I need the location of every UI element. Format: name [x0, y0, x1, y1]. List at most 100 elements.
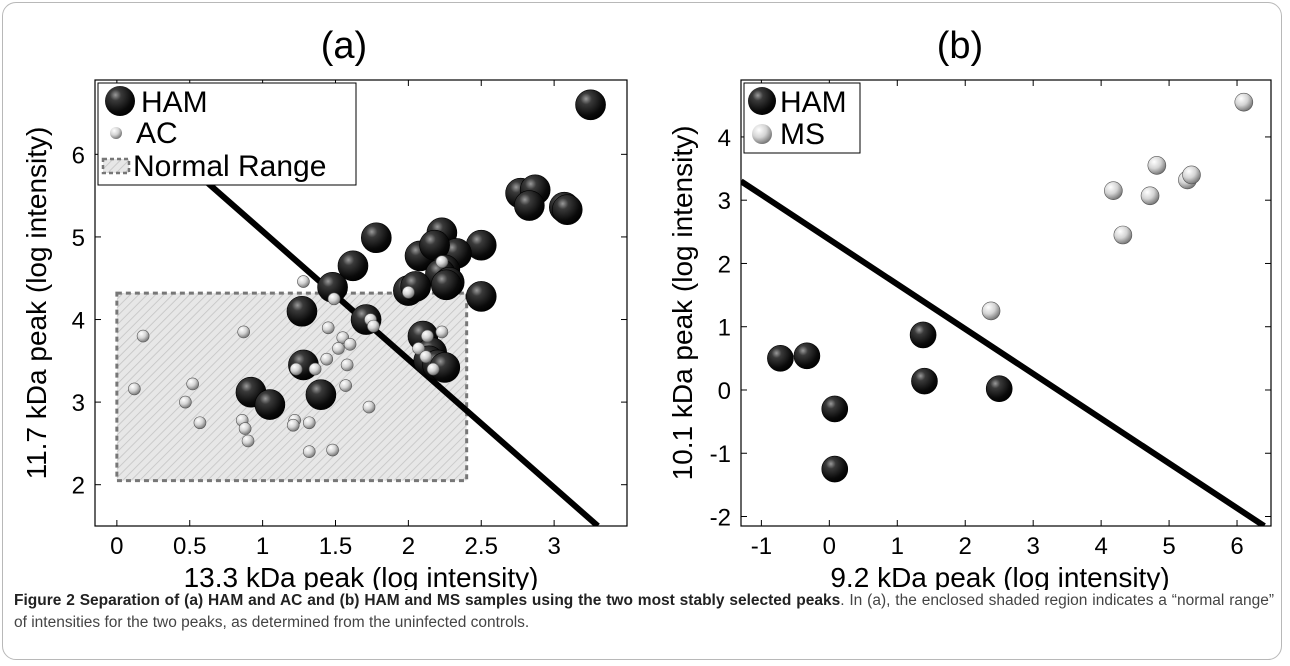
ac-point	[332, 342, 345, 355]
legend-ac-label: AC	[136, 117, 178, 150]
x-tick-label: 2.5	[465, 533, 498, 560]
y-tick-label: 2	[718, 251, 731, 278]
panel-b: (b) -1 0 1 2 3 4 5 6 -2 -1 0 1 2 3 4 9.2 kDa peak (log…	[667, 25, 1272, 590]
ac-point	[362, 400, 376, 414]
y-tick-label: 1	[718, 315, 731, 342]
ac-point	[186, 377, 199, 391]
panel-b-axes-box	[740, 79, 1272, 527]
ms-point	[1147, 156, 1167, 175]
ham-point	[361, 222, 392, 254]
panel-a-ticks: 0 0.5 1 1.5 2 2.5 3 2 3 4 5 6	[72, 80, 627, 560]
separating-line	[741, 178, 1266, 526]
figure-caption: Figure 2 Separation of (a) HAM and AC an…	[14, 590, 1274, 634]
ms-point	[1234, 92, 1254, 112]
legend-ham-marker	[105, 86, 135, 116]
normal-range-region	[115, 291, 469, 483]
ms-point	[1140, 186, 1160, 206]
y-tick-label: 5	[72, 225, 85, 252]
ac-point	[297, 275, 310, 288]
y-tick-label: -1	[710, 441, 731, 468]
panel-a: (a) 0 0.5 1 1.5 2 2.5 3 2 3 4 5 6 13.3 kDa peak (lo…	[21, 25, 628, 590]
ac-point	[327, 292, 341, 306]
ac-point	[128, 382, 141, 396]
ac-point	[237, 325, 250, 339]
ham-point	[465, 281, 497, 312]
y-tick-label: 3	[718, 188, 731, 215]
ms-point	[1113, 225, 1133, 245]
ac-point	[421, 329, 434, 343]
ac-point	[179, 395, 192, 409]
panel-a-legend: HAM AC Normal Range	[97, 82, 357, 186]
y-tick-label: 4	[718, 125, 731, 152]
y-tick-label: 3	[72, 390, 85, 417]
ac-point	[326, 443, 339, 457]
ac-point	[340, 358, 354, 372]
ham-point	[821, 455, 849, 483]
panel-b-legend: HAM MS	[743, 82, 861, 154]
ms-point	[981, 301, 1001, 321]
ham-point	[767, 345, 794, 372]
ac-point	[412, 342, 425, 355]
ac-point	[241, 434, 255, 448]
x-tick-label: 3	[547, 533, 560, 560]
x-tick-label: 1	[256, 533, 269, 560]
y-tick-label: 0	[718, 378, 731, 405]
legend-normal-range-label: Normal Range	[133, 150, 326, 183]
legend-ham-label: HAM	[780, 86, 847, 119]
ac-point	[302, 445, 316, 458]
x-tick-label: 1	[891, 533, 904, 560]
ham-point	[909, 321, 937, 349]
ham-point	[821, 395, 849, 423]
ham-point	[337, 250, 369, 282]
caption-text: . In (a), the enclosed shaded region ind…	[14, 592, 1275, 631]
ac-point	[193, 416, 207, 430]
y-tick-label: -2	[710, 505, 731, 532]
ac-point	[321, 321, 335, 335]
ham-point	[514, 190, 545, 221]
legend-ac-marker	[110, 127, 122, 139]
x-tick-label: 3	[1026, 533, 1039, 560]
ham-point	[575, 89, 606, 121]
ac-point	[367, 319, 380, 333]
y-tick-label: 6	[72, 142, 85, 169]
ac-point	[286, 418, 300, 432]
legend-normal-range-marker	[101, 157, 131, 175]
ac-point	[435, 325, 449, 339]
panel-b-x-axis-label: 9.2 kDa peak (log intensity)	[830, 562, 1169, 590]
panel-a-x-axis-label: 13.3 kDa peak (log intensity)	[184, 562, 539, 590]
y-tick-label: 2	[72, 473, 85, 500]
ham-point	[551, 194, 583, 225]
legend-ms-marker	[752, 124, 772, 144]
ac-point	[339, 379, 352, 392]
panel-a-title: (a)	[321, 25, 367, 67]
ms-point	[1182, 165, 1201, 185]
legend-ham-marker	[748, 87, 776, 115]
ham-point	[254, 389, 286, 420]
ham-point	[985, 375, 1013, 403]
x-tick-label: 4	[1094, 533, 1107, 560]
ac-point	[289, 362, 303, 376]
ac-point	[426, 362, 440, 376]
x-tick-label: 0	[110, 533, 123, 560]
ham-point	[286, 295, 318, 327]
ham-point	[793, 342, 821, 370]
x-tick-label: 0.5	[173, 533, 206, 560]
ac-point	[402, 285, 415, 299]
legend-ms-label: MS	[780, 118, 825, 151]
panel-a-y-axis-label: 11.7 kDa peak (log intensity)	[21, 127, 52, 480]
panel-b-ticks: -1 0 1 2 3 4 5 6 -2 -1 0 1 2 3 4	[710, 80, 1271, 560]
ac-point	[302, 416, 316, 430]
x-tick-label: 1.5	[319, 533, 352, 560]
ac-point	[419, 350, 433, 363]
ac-point	[136, 329, 150, 343]
x-tick-label: 2	[959, 533, 972, 560]
caption-title: Figure 2 Separation of (a) HAM and AC an…	[14, 592, 841, 609]
panel-b-y-axis-label: 10.1 kDa peak (log intensity)	[667, 126, 698, 481]
ac-point	[343, 337, 357, 351]
x-tick-label: 0	[823, 533, 836, 560]
ham-point	[911, 367, 938, 395]
ac-point	[320, 352, 334, 366]
x-tick-label: 2	[402, 533, 415, 560]
y-tick-label: 4	[72, 308, 85, 335]
